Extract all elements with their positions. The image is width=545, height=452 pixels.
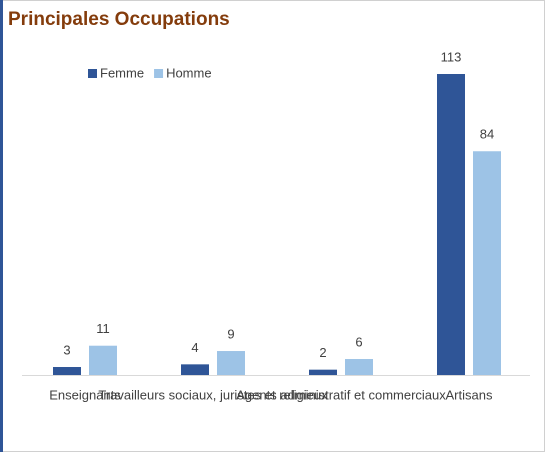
data-label: 6 (355, 334, 362, 349)
bar (345, 359, 373, 375)
legend-label: Femme (100, 65, 144, 80)
bar (473, 151, 501, 375)
data-label: 84 (480, 127, 494, 142)
data-label: 113 (441, 49, 462, 64)
data-label: 11 (96, 321, 110, 336)
left-accent (0, 0, 3, 452)
bar (309, 369, 337, 375)
bar (181, 364, 209, 375)
data-label: 9 (227, 326, 234, 341)
bar (437, 74, 465, 375)
x-tick-label: Travailleurs sociaux, juristes et religi… (98, 387, 328, 402)
x-tick-label: Artisans (446, 387, 493, 402)
data-label: 4 (191, 340, 198, 355)
x-tick-label: Agents administratif et commerciaux (236, 387, 446, 402)
bar (217, 351, 245, 375)
legend-swatch (154, 69, 164, 78)
legend-swatch (88, 69, 97, 78)
chart-title: Principales Occupations (8, 9, 230, 30)
data-label: 2 (319, 345, 326, 360)
bar (53, 367, 81, 375)
x-tick-label: Enseignants (49, 387, 121, 402)
bar (89, 345, 117, 375)
legend-label: Homme (166, 65, 212, 80)
data-label: 3 (63, 342, 70, 357)
